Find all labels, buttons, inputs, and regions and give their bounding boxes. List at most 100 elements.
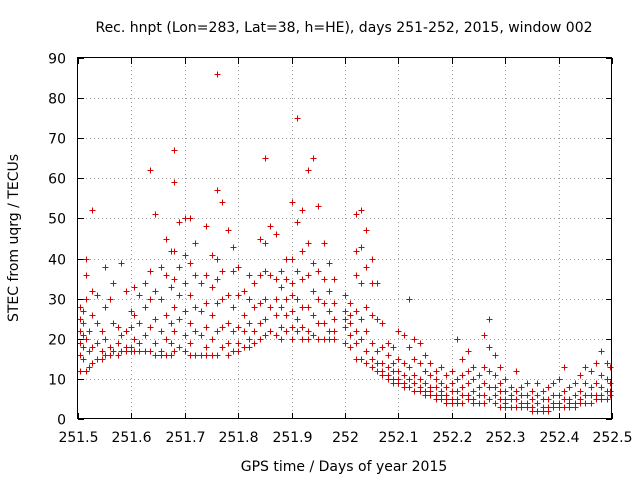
data-point — [395, 356, 402, 363]
data-point — [257, 320, 264, 327]
data-point — [486, 344, 493, 351]
data-point — [214, 256, 221, 263]
data-point — [508, 384, 515, 391]
x-tick-label: 252.2 — [432, 430, 472, 446]
data-point — [607, 392, 614, 399]
data-point — [152, 211, 159, 218]
data-point — [582, 392, 589, 399]
data-point — [115, 352, 122, 359]
x-axis-label: GPS time / Days of year 2015 — [241, 459, 448, 475]
data-point — [283, 256, 290, 263]
data-point — [107, 352, 114, 359]
data-point — [246, 296, 253, 303]
data-point — [347, 332, 354, 339]
data-point — [390, 344, 397, 351]
data-point — [443, 372, 450, 379]
data-point — [358, 356, 365, 363]
data-point — [305, 167, 312, 174]
data-point — [192, 272, 199, 279]
data-point — [262, 296, 269, 303]
data-point — [406, 384, 413, 391]
data-point — [289, 256, 296, 263]
data-point — [513, 396, 520, 403]
data-point — [171, 179, 178, 186]
data-point — [219, 296, 226, 303]
data-point — [513, 368, 520, 375]
x-tick-label: 252.5 — [592, 430, 632, 446]
data-point — [168, 320, 175, 327]
data-point — [299, 248, 306, 255]
data-point — [486, 396, 493, 403]
data-point — [182, 308, 189, 315]
data-point — [454, 376, 461, 383]
data-point — [182, 348, 189, 355]
data-point — [209, 252, 216, 259]
data-point — [353, 211, 360, 218]
data-point — [171, 348, 178, 355]
data-point — [331, 336, 338, 343]
data-point — [278, 336, 285, 343]
data-point — [198, 280, 205, 287]
data-point — [294, 296, 301, 303]
data-point — [118, 260, 125, 267]
data-point — [267, 304, 274, 311]
data-point — [422, 352, 429, 359]
data-point — [187, 340, 194, 347]
data-point — [385, 364, 392, 371]
data-point — [80, 356, 87, 363]
data-point — [187, 292, 194, 299]
data-point — [427, 392, 434, 399]
data-point — [310, 288, 317, 295]
data-point — [363, 360, 370, 367]
data-point — [459, 372, 466, 379]
data-point — [347, 312, 354, 319]
data-point — [588, 368, 595, 375]
data-point — [342, 316, 349, 323]
data-point — [131, 312, 138, 319]
data-point — [171, 276, 178, 283]
data-point — [470, 388, 477, 395]
data-point — [118, 332, 125, 339]
data-point — [278, 324, 285, 331]
data-point — [331, 300, 338, 307]
data-point — [246, 320, 253, 327]
data-point — [582, 400, 589, 407]
data-point — [358, 244, 365, 251]
data-point — [171, 147, 178, 154]
data-point — [267, 223, 274, 230]
data-point — [176, 264, 183, 271]
data-point — [83, 336, 90, 343]
data-point — [604, 376, 611, 383]
data-point — [225, 320, 232, 327]
data-point — [225, 340, 232, 347]
data-point — [89, 344, 96, 351]
data-point — [374, 316, 381, 323]
data-point — [433, 384, 440, 391]
data-point — [401, 332, 408, 339]
data-point — [518, 392, 525, 399]
data-point — [147, 324, 154, 331]
data-point — [299, 324, 306, 331]
data-point — [486, 384, 493, 391]
data-point — [598, 384, 605, 391]
data-point — [459, 384, 466, 391]
data-point — [136, 348, 143, 355]
data-point — [417, 340, 424, 347]
data-point — [163, 336, 170, 343]
data-point — [604, 360, 611, 367]
data-point — [353, 308, 360, 315]
data-point — [273, 312, 280, 319]
x-tick-label: 252.1 — [378, 430, 418, 446]
data-point — [131, 336, 138, 343]
data-point — [136, 340, 143, 347]
data-point — [422, 380, 429, 387]
data-point — [136, 292, 143, 299]
data-point — [331, 276, 338, 283]
data-point — [131, 284, 138, 291]
data-point — [99, 348, 106, 355]
data-point — [342, 308, 349, 315]
data-point — [534, 408, 541, 415]
data-point — [310, 332, 317, 339]
data-point — [123, 328, 130, 335]
data-point — [86, 328, 93, 335]
